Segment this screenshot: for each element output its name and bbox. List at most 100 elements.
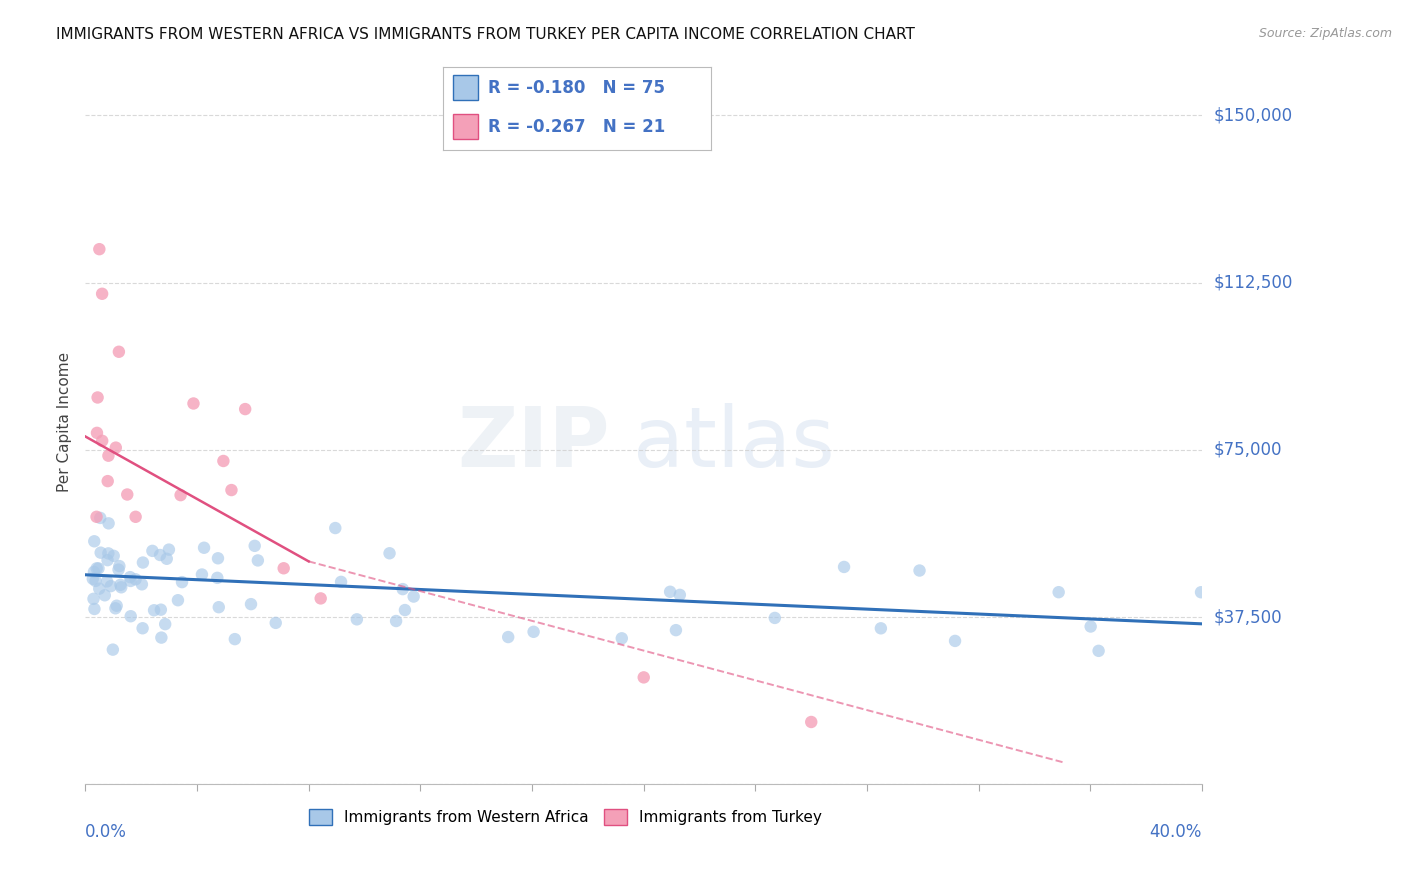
Point	[1189, 585, 1212, 599]
Point	[224, 632, 246, 647]
Point	[117, 487, 139, 501]
Point	[149, 602, 172, 616]
Point	[87, 561, 110, 575]
Point	[86, 391, 108, 405]
Point	[943, 634, 966, 648]
Text: 40.0%: 40.0%	[1150, 823, 1202, 841]
Point	[110, 578, 132, 592]
Point	[120, 574, 142, 588]
Y-axis label: Per Capita Income: Per Capita Income	[58, 352, 72, 492]
Point	[193, 541, 215, 555]
Point	[330, 574, 353, 589]
Point	[212, 454, 235, 468]
Point	[124, 509, 146, 524]
Point	[143, 603, 166, 617]
Point	[120, 609, 142, 624]
Point	[131, 577, 153, 591]
Point	[208, 600, 231, 615]
Text: atlas: atlas	[633, 403, 834, 484]
Point	[100, 579, 122, 593]
Point	[167, 593, 190, 607]
Point	[82, 572, 104, 586]
Point	[103, 549, 125, 563]
Point	[273, 561, 295, 575]
Point	[97, 449, 120, 463]
Point	[323, 521, 346, 535]
Point	[1047, 585, 1070, 599]
Point	[84, 574, 107, 588]
Point	[97, 474, 120, 488]
Point	[243, 539, 266, 553]
Point	[264, 615, 287, 630]
Point	[83, 591, 105, 606]
Point	[169, 488, 191, 502]
Point	[763, 611, 786, 625]
Point	[83, 602, 105, 616]
Point	[309, 591, 332, 606]
Point	[669, 588, 692, 602]
Point	[94, 588, 117, 602]
Text: $75,000: $75,000	[1213, 441, 1282, 458]
Point	[665, 623, 688, 637]
Point	[120, 570, 142, 584]
Point	[149, 548, 172, 562]
Point	[800, 714, 823, 729]
Point	[233, 402, 256, 417]
Point	[105, 599, 128, 613]
Legend: Immigrants from Western Africa, Immigrants from Turkey: Immigrants from Western Africa, Immigran…	[302, 803, 828, 831]
Point	[132, 556, 155, 570]
Point	[107, 563, 129, 577]
Point	[86, 425, 108, 440]
Point	[633, 670, 655, 684]
Point	[391, 582, 413, 596]
Point	[207, 571, 229, 585]
Point	[346, 612, 368, 626]
Point	[610, 632, 633, 646]
Point	[221, 483, 243, 497]
Point	[1087, 644, 1109, 658]
Point	[246, 553, 269, 567]
Point	[97, 546, 120, 560]
Point	[86, 509, 108, 524]
Point	[191, 567, 214, 582]
Point	[86, 561, 108, 575]
Point	[378, 546, 401, 560]
Point	[104, 441, 127, 455]
Text: ZIP: ZIP	[458, 403, 610, 484]
Text: $150,000: $150,000	[1213, 106, 1292, 124]
Point	[124, 572, 146, 586]
Point	[89, 242, 111, 256]
Point	[170, 575, 193, 590]
Point	[83, 534, 105, 549]
Point	[240, 597, 263, 611]
Point	[91, 434, 114, 448]
Point	[97, 516, 120, 531]
Point	[402, 590, 425, 604]
Point	[101, 642, 124, 657]
Point	[91, 286, 114, 301]
Point	[89, 511, 111, 525]
Point	[523, 624, 546, 639]
Point	[207, 551, 229, 566]
Point	[90, 546, 112, 560]
Point	[108, 344, 131, 359]
Point	[108, 559, 131, 574]
Point	[104, 601, 127, 615]
Point	[153, 617, 176, 632]
Point	[394, 603, 416, 617]
Point	[96, 553, 118, 567]
Text: 0.0%: 0.0%	[86, 823, 128, 841]
Point	[496, 630, 519, 644]
Text: $112,500: $112,500	[1213, 274, 1292, 292]
Text: Source: ZipAtlas.com: Source: ZipAtlas.com	[1258, 27, 1392, 40]
Point	[183, 396, 205, 410]
Point	[131, 621, 153, 635]
Point	[385, 614, 408, 628]
Text: IMMIGRANTS FROM WESTERN AFRICA VS IMMIGRANTS FROM TURKEY PER CAPITA INCOME CORRE: IMMIGRANTS FROM WESTERN AFRICA VS IMMIGR…	[56, 27, 915, 42]
Point	[156, 551, 179, 566]
Point	[1080, 619, 1102, 633]
Point	[832, 560, 855, 574]
Point	[157, 542, 180, 557]
Text: $37,500: $37,500	[1213, 608, 1282, 626]
Point	[83, 565, 105, 579]
